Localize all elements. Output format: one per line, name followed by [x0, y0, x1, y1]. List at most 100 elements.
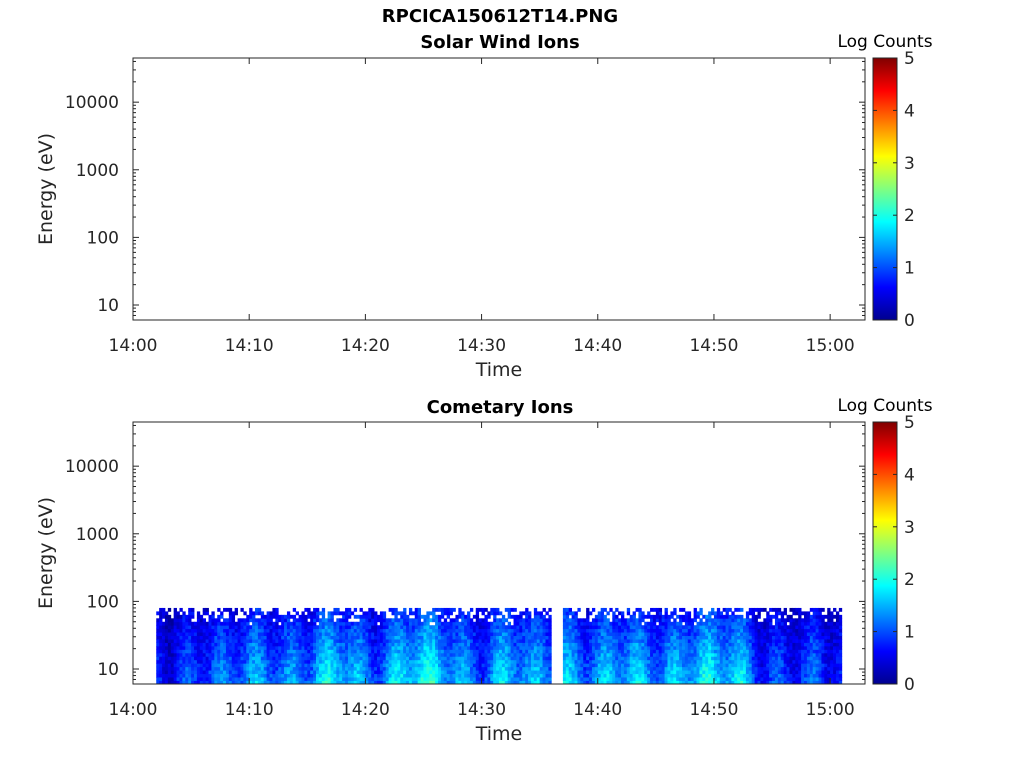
heatmap-cell [769, 614, 773, 619]
heatmap-cell [414, 628, 419, 633]
heatmap-cell [237, 673, 241, 678]
heatmap-cell [164, 663, 169, 668]
heatmap-cell [408, 673, 413, 678]
heatmap-cell [455, 628, 459, 633]
heatmap-cell [493, 666, 497, 671]
heatmap-cell [260, 670, 265, 675]
heatmap-cell [667, 670, 671, 675]
heatmap-cell [330, 663, 334, 668]
heatmap-cell [740, 645, 744, 650]
heatmap-cell [774, 632, 779, 636]
heatmap-cell [281, 625, 285, 630]
heatmap-cell [623, 656, 628, 661]
heatmap-cell [356, 680, 360, 685]
heatmap-cell [722, 656, 726, 661]
heatmap-cell [525, 673, 529, 678]
heatmap-cell [440, 656, 445, 661]
heatmap-cell [516, 645, 520, 650]
heatmap-cell [652, 639, 657, 643]
heatmap-cell [696, 621, 700, 626]
heatmap-cell [809, 645, 814, 650]
heatmap-cell [199, 628, 204, 633]
heatmap-cell [179, 621, 183, 626]
heatmap-cell [621, 621, 625, 626]
heatmap-cell [777, 645, 782, 650]
heatmap-cell [647, 666, 651, 671]
heatmap-cell [185, 680, 189, 685]
heatmap-cell [400, 670, 404, 675]
heatmap-cell [385, 625, 390, 630]
heatmap-cell [240, 635, 244, 640]
heatmap-cell [638, 639, 642, 643]
heatmap-cell [382, 621, 387, 626]
heatmap-cell [475, 649, 480, 654]
heatmap-cell [684, 618, 689, 623]
heatmap-cell [330, 670, 334, 675]
heatmap-cell [176, 618, 180, 623]
heatmap-cell [458, 659, 462, 664]
heatmap-cell [266, 621, 270, 626]
heatmap-cell [743, 618, 747, 623]
heatmap-cell [417, 632, 421, 636]
heatmap-cell [763, 607, 767, 612]
heatmap-cell [835, 666, 840, 671]
heatmap-cell [275, 639, 279, 643]
heatmap-cell [263, 680, 268, 685]
heatmap-cell [429, 677, 433, 681]
heatmap-cell [182, 673, 186, 678]
heatmap-cell [513, 656, 517, 661]
heatmap-cell [664, 677, 668, 681]
heatmap-cell [577, 677, 581, 681]
heatmap-cell [501, 625, 506, 630]
heatmap-cell [385, 618, 390, 623]
heatmap-cell [580, 663, 584, 668]
heatmap-cell [272, 656, 276, 661]
heatmap-cell [255, 680, 259, 685]
heatmap-cell [458, 628, 462, 633]
heatmap-cell [406, 670, 410, 675]
x-tick-label: 14:40 [573, 336, 622, 356]
heatmap-cell [449, 621, 453, 626]
heatmap-cell [609, 607, 613, 612]
heatmap-cell [452, 680, 456, 685]
heatmap-cell [545, 639, 549, 643]
heatmap-cell [411, 673, 416, 678]
heatmap-cell [603, 673, 607, 678]
heatmap-cell [406, 618, 410, 623]
heatmap-cell [533, 666, 538, 671]
heatmap-cell [432, 645, 436, 650]
heatmap-cell [310, 642, 314, 647]
heatmap-cell [263, 659, 268, 664]
heatmap-cell [286, 614, 291, 619]
heatmap-cell [507, 666, 512, 671]
heatmap-cell [446, 652, 451, 657]
heatmap-cell [635, 642, 639, 647]
heatmap-cell [391, 649, 395, 654]
heatmap-cell [440, 635, 445, 640]
heatmap-cell [382, 649, 387, 654]
heatmap-cell [827, 656, 831, 661]
heatmap-cell [548, 659, 552, 664]
heatmap-cell [214, 618, 218, 623]
heatmap-cell [391, 618, 395, 623]
heatmap-cell [313, 659, 317, 664]
heatmap-cell [835, 673, 840, 678]
heatmap-cell [623, 673, 628, 678]
heatmap-cell [507, 656, 512, 661]
heatmap-cell [408, 645, 413, 650]
heatmap-cell [493, 642, 497, 647]
heatmap-cell [609, 621, 613, 626]
heatmap-cell [263, 639, 268, 643]
heatmap-cell [565, 611, 570, 616]
heatmap-cell [162, 645, 166, 650]
heatmap-cell [780, 663, 785, 668]
heatmap-cell [574, 680, 578, 685]
heatmap-cell [751, 663, 756, 668]
heatmap-cell [487, 611, 491, 616]
heatmap-cell [728, 659, 732, 664]
heatmap-cell [353, 680, 358, 685]
heatmap-cell [528, 663, 532, 668]
heatmap-cell [589, 635, 593, 640]
heatmap-cell [679, 663, 683, 668]
heatmap-cell [499, 628, 503, 633]
